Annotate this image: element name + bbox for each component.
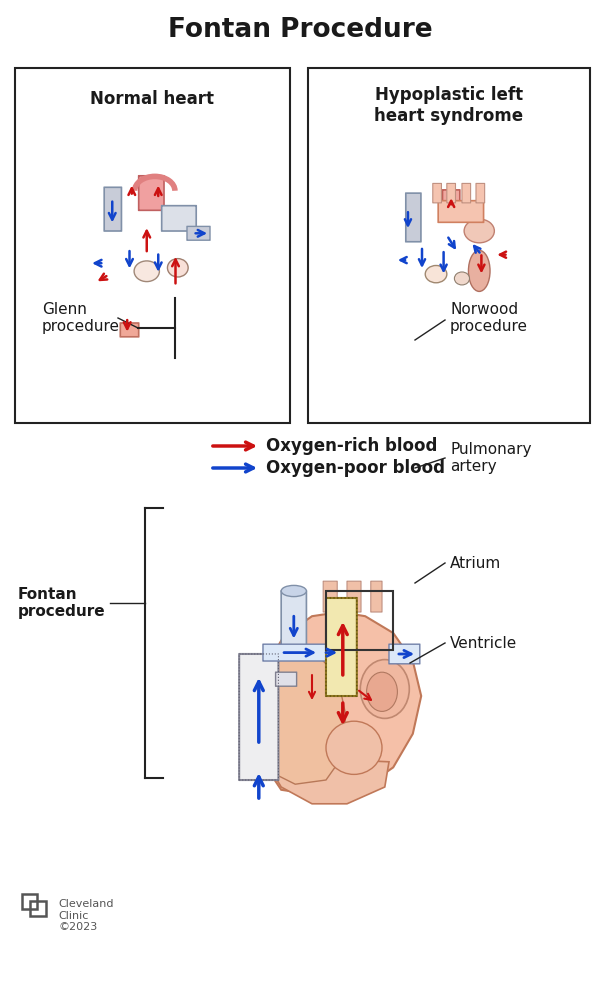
Ellipse shape [425,265,447,282]
Ellipse shape [454,272,470,285]
FancyBboxPatch shape [263,644,354,661]
FancyBboxPatch shape [139,176,164,211]
Text: Normal heart: Normal heart [91,90,215,108]
FancyBboxPatch shape [187,227,210,241]
Ellipse shape [360,660,409,719]
FancyBboxPatch shape [433,184,442,203]
FancyBboxPatch shape [161,206,196,231]
Polygon shape [256,644,346,784]
Ellipse shape [134,260,160,281]
Text: Fontan
procedure: Fontan procedure [18,587,106,619]
FancyBboxPatch shape [347,581,361,612]
Bar [326,591,393,650]
Text: Glenn
procedure: Glenn procedure [42,301,120,334]
FancyBboxPatch shape [239,654,278,780]
FancyBboxPatch shape [438,201,484,223]
Ellipse shape [281,586,307,597]
FancyBboxPatch shape [120,323,139,336]
FancyBboxPatch shape [447,184,455,203]
Text: Ventricle: Ventricle [450,636,517,651]
FancyBboxPatch shape [476,184,485,203]
Text: Norwood
procedure: Norwood procedure [450,301,528,334]
FancyBboxPatch shape [275,673,296,687]
FancyBboxPatch shape [104,188,121,231]
Text: Cleveland
Clinic
©2023: Cleveland Clinic ©2023 [58,899,114,932]
Text: Oxygen-rich blood: Oxygen-rich blood [266,437,437,455]
Bar [31,900,46,916]
Ellipse shape [464,219,494,243]
Bar [308,68,590,423]
Ellipse shape [469,250,490,291]
Ellipse shape [326,722,382,774]
Bar [15,68,290,423]
Ellipse shape [167,258,188,277]
FancyBboxPatch shape [323,581,337,612]
FancyBboxPatch shape [281,591,307,650]
Text: Atrium: Atrium [450,556,501,571]
Text: Fontan Procedure: Fontan Procedure [167,17,433,43]
FancyBboxPatch shape [462,184,470,203]
FancyBboxPatch shape [371,581,382,612]
Bar [22,893,37,909]
Text: Pulmonary
artery: Pulmonary artery [450,442,532,474]
FancyBboxPatch shape [326,598,357,696]
Text: Hypoplastic left
heart syndrome: Hypoplastic left heart syndrome [374,86,524,125]
FancyBboxPatch shape [389,644,420,664]
Polygon shape [263,756,389,803]
Text: Oxygen-poor blood: Oxygen-poor blood [266,459,445,477]
Polygon shape [253,612,421,794]
FancyBboxPatch shape [406,194,421,242]
FancyBboxPatch shape [443,190,460,221]
Ellipse shape [367,673,397,712]
